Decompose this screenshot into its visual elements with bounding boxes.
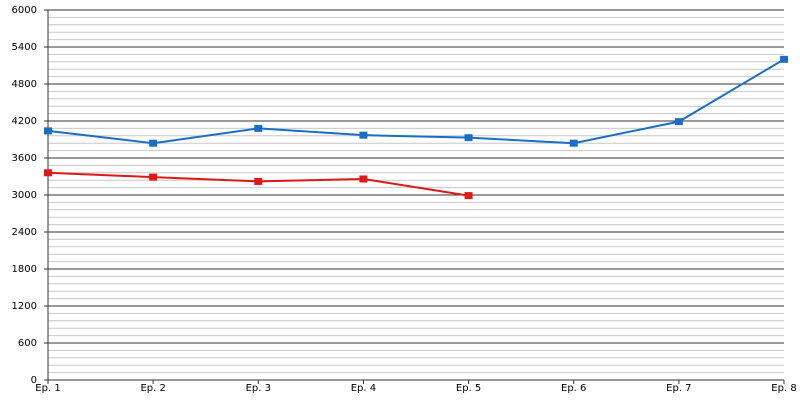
- y-tick-label: 1800: [12, 264, 37, 275]
- point-marker: [149, 139, 158, 147]
- x-tick-label: Ep. 2: [140, 383, 165, 394]
- x-tick-label: Ep. 8: [771, 383, 796, 394]
- point-marker: [254, 124, 263, 132]
- point-marker: [464, 134, 473, 142]
- y-tick-label: 5400: [12, 42, 37, 53]
- x-tick-label: Ep. 3: [246, 383, 271, 394]
- point-marker: [44, 127, 52, 135]
- point-marker: [464, 192, 473, 200]
- y-tick-label: 2400: [12, 227, 37, 238]
- point-marker: [780, 55, 788, 63]
- y-tick-label: 600: [18, 338, 37, 349]
- x-tick-label: Ep. 4: [351, 383, 376, 394]
- y-tick-label: 3000: [12, 190, 37, 201]
- x-tick-label: Ep. 7: [666, 383, 691, 394]
- point-marker: [674, 118, 683, 126]
- point-marker: [254, 177, 263, 185]
- y-tick-label: 6000: [12, 5, 37, 16]
- point-marker: [44, 169, 52, 177]
- x-tick-label: Ep. 6: [561, 383, 586, 394]
- point-marker: [569, 139, 578, 147]
- point-marker: [359, 175, 368, 183]
- x-tick-label: Ep. 1: [35, 383, 60, 394]
- y-tick-label: 3600: [12, 153, 37, 164]
- point-marker: [359, 131, 368, 139]
- y-tick-label: 4200: [12, 116, 37, 127]
- x-tick-label: Ep. 5: [456, 383, 481, 394]
- y-tick-label: 4800: [12, 79, 37, 90]
- series-line: [47, 58, 785, 145]
- y-tick-label: 1200: [12, 301, 37, 312]
- point-marker: [149, 173, 158, 181]
- y-tick-label: 0: [31, 375, 37, 386]
